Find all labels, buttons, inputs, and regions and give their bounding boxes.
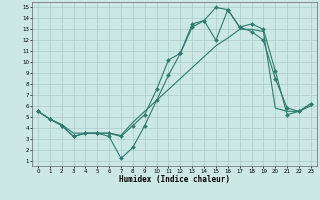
X-axis label: Humidex (Indice chaleur): Humidex (Indice chaleur) — [119, 175, 230, 184]
